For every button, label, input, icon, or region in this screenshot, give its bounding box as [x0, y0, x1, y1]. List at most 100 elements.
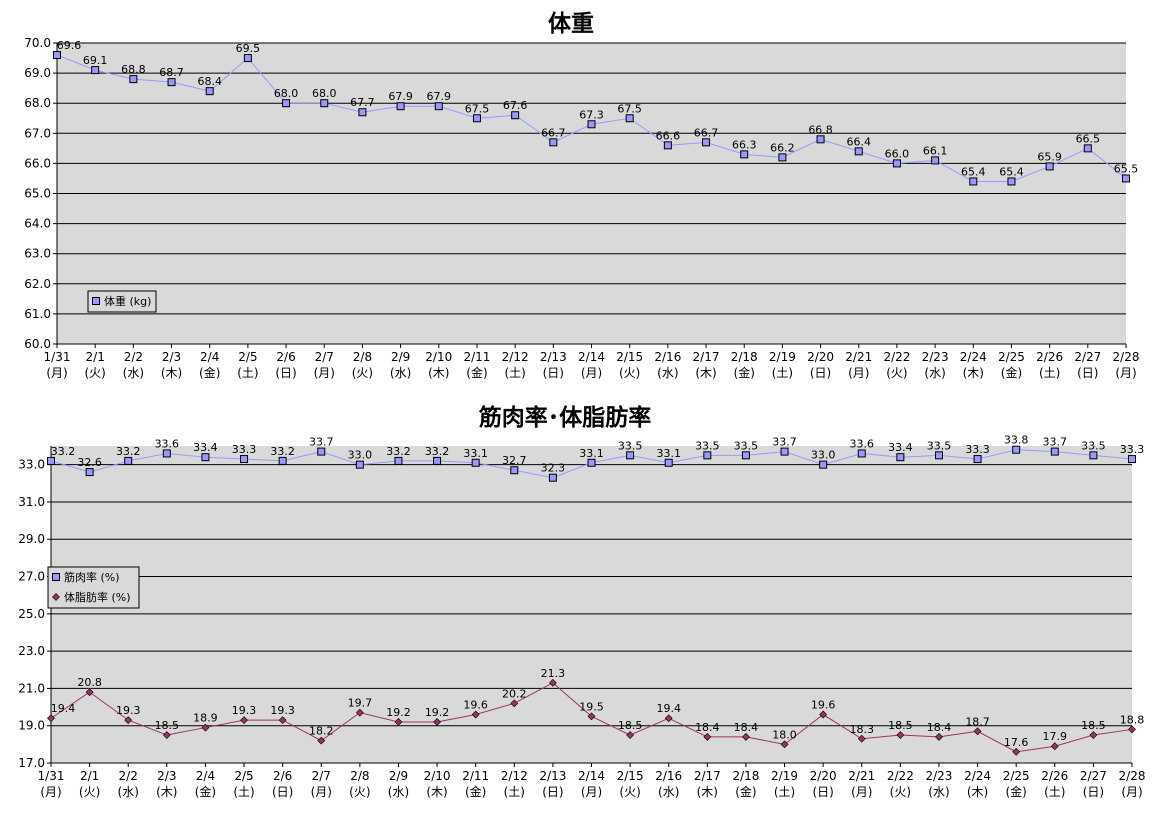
- data-label: 18.4: [695, 721, 720, 734]
- data-label: 19.3: [116, 704, 141, 717]
- data-label: 19.2: [386, 706, 411, 719]
- x-tick-weekday: (火): [79, 785, 100, 799]
- x-tick-weekday: (木): [426, 785, 447, 799]
- plot-area: [51, 446, 1132, 763]
- x-tick-label: 2/24: [964, 769, 991, 783]
- x-tick-label: 2/16: [654, 350, 681, 364]
- x-tick-weekday: (木): [967, 785, 988, 799]
- data-point: [816, 135, 825, 144]
- data-point: [53, 51, 61, 60]
- x-tick-label: 2/3: [157, 769, 176, 783]
- x-tick-weekday: (月): [1121, 785, 1142, 799]
- data-point: [240, 455, 249, 464]
- x-tick-weekday: (金): [735, 784, 756, 799]
- x-tick-label: 2/14: [578, 769, 605, 783]
- data-label: 18.5: [1081, 719, 1106, 732]
- data-label: 19.6: [463, 699, 488, 712]
- x-tick-label: 2/20: [807, 350, 834, 364]
- data-label: 67.7: [350, 96, 375, 109]
- data-point: [282, 99, 291, 108]
- chart2: 17.0 19.0 21.0 23.0 25.0 27.0 29.0 31.0 33.0 1/31…: [18, 434, 1145, 799]
- data-label: 66.7: [541, 126, 566, 139]
- x-tick-weekday: (水): [390, 366, 411, 380]
- data-point: [278, 456, 287, 465]
- data-label: 67.5: [465, 102, 490, 115]
- data-point: [472, 114, 481, 123]
- data-label: 33.4: [888, 441, 913, 454]
- data-label: 18.0: [772, 728, 797, 741]
- data-point: [854, 147, 863, 156]
- x-tick-weekday: (月): [46, 366, 67, 380]
- x-tick-label: 2/21: [848, 769, 875, 783]
- x-tick-label: 2/7: [315, 350, 334, 364]
- y-tick-label: 68.0: [24, 96, 51, 110]
- x-tick-weekday: (水): [924, 366, 945, 380]
- x-tick-label: 2/8: [353, 350, 372, 364]
- data-label: 33.4: [193, 441, 218, 454]
- data-label: 18.5: [155, 719, 180, 732]
- data-point: [47, 714, 55, 723]
- data-point: [240, 716, 248, 725]
- data-label: 65.4: [961, 165, 986, 178]
- x-tick-label: 2/13: [539, 769, 566, 783]
- data-point: [1050, 447, 1059, 456]
- x-tick-weekday: (日): [272, 785, 293, 799]
- data-label: 67.9: [388, 90, 413, 103]
- x-tick-weekday: (月): [1115, 366, 1136, 380]
- y-tick-label: 33.0: [18, 458, 45, 472]
- x-tick-weekday: (月): [40, 785, 61, 799]
- x-tick-label: 2/19: [769, 350, 796, 364]
- data-label: 33.1: [656, 447, 681, 460]
- data-label: 19.3: [270, 704, 295, 717]
- data-label: 66.2: [770, 141, 795, 154]
- x-tick-label: 2/25: [1003, 769, 1030, 783]
- x-tick-label: 2/10: [424, 769, 451, 783]
- data-label: 32.3: [541, 462, 566, 475]
- data-point: [973, 727, 982, 736]
- legend-label: 体脂肪率 (%): [64, 590, 131, 604]
- x-tick-weekday: (木): [695, 366, 716, 380]
- data-point: [394, 718, 403, 726]
- data-label: 33.0: [811, 449, 836, 462]
- x-tick-label: 2/3: [162, 350, 181, 364]
- x-tick-label: 2/15: [616, 350, 643, 364]
- data-point: [740, 150, 749, 159]
- data-point: [626, 731, 635, 739]
- x-tick-label: 2/15: [617, 769, 644, 783]
- x-tick-label: 2/17: [693, 350, 720, 364]
- data-point: [1128, 455, 1136, 464]
- y-tick-label: 27.0: [18, 570, 45, 584]
- y-tick-label: 66.0: [24, 156, 51, 170]
- data-point: [162, 449, 171, 458]
- x-tick-label: 2/23: [922, 350, 949, 364]
- x-tick-label: 2/21: [845, 350, 872, 364]
- data-label: 33.5: [1081, 439, 1106, 452]
- data-label: 21.3: [541, 667, 566, 680]
- x-tick-weekday: (日): [543, 366, 564, 380]
- data-point: [433, 456, 442, 465]
- data-label: 20.2: [502, 687, 527, 700]
- data-point: [1050, 742, 1059, 751]
- data-point: [703, 451, 712, 460]
- data-point: [1089, 731, 1098, 739]
- data-point: [1012, 445, 1021, 454]
- chart2-title: 筋肉率･体脂肪率: [479, 404, 652, 431]
- data-label: 18.8: [1120, 713, 1145, 726]
- x-tick-weekday: (月): [314, 366, 335, 380]
- data-point: [549, 138, 558, 147]
- x-tick-label: 2/9: [391, 350, 410, 364]
- x-tick-label: 2/26: [1036, 350, 1063, 364]
- data-point: [394, 456, 403, 465]
- data-point: [201, 723, 210, 732]
- data-point: [664, 714, 673, 723]
- x-tick-weekday: (水): [657, 366, 678, 380]
- data-point: [124, 716, 133, 725]
- data-point: [741, 451, 750, 460]
- y-tick-label: 29.0: [18, 532, 45, 546]
- x-tick-weekday: (火): [619, 366, 640, 380]
- data-label: 69.5: [236, 42, 261, 55]
- x-tick-weekday: (水): [658, 785, 679, 799]
- data-label: 18.4: [734, 721, 759, 734]
- data-point: [167, 78, 176, 87]
